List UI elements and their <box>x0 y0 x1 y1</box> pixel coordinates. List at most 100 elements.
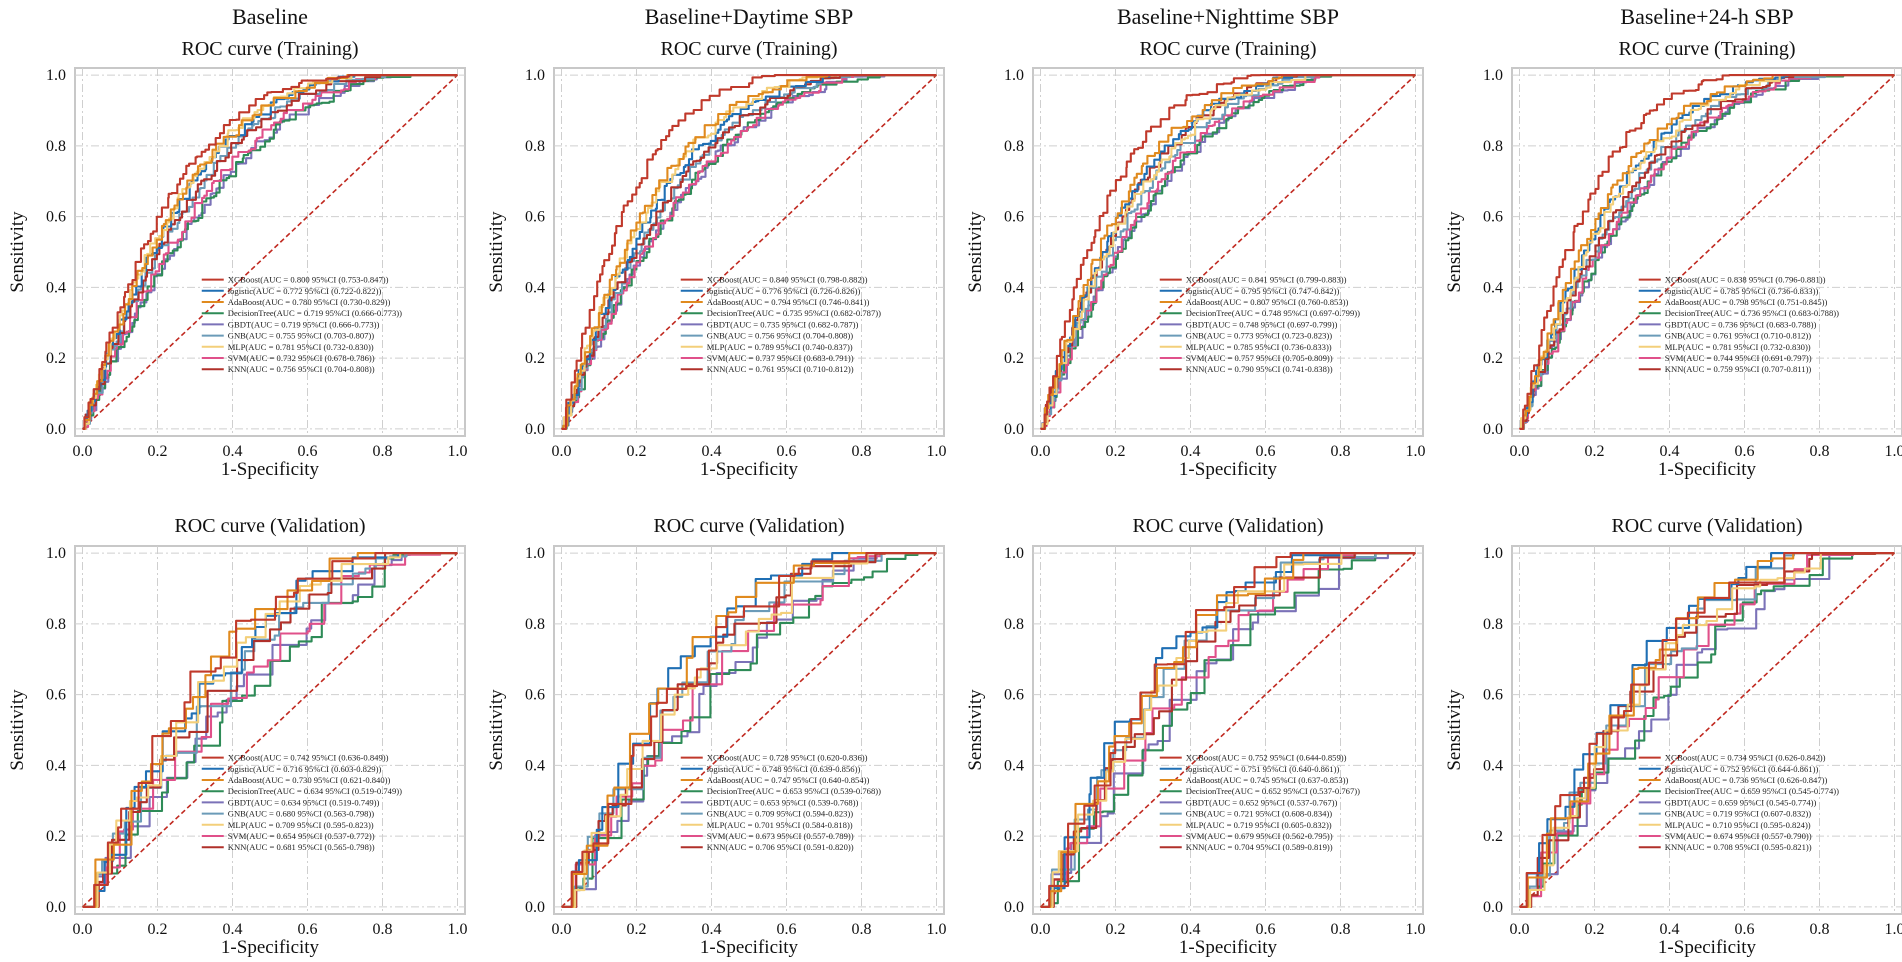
legend-entry-xgboost: XGBoost(AUC = 0.840 95%CI (0.798-0.882)) <box>707 275 868 285</box>
legend-entry-mlp: MLP(AUC = 0.710 95%CI (0.595-0.824)) <box>1665 820 1811 830</box>
legend-entry-mlp: MLP(AUC = 0.701 95%CI (0.584-0.818)) <box>707 820 853 830</box>
y-axis-label: Sensitivity <box>965 689 986 771</box>
legend-entry-xgboost: XGBoost(AUC = 0.838 95%CI (0.796-0.881)) <box>1665 275 1826 285</box>
roc-curve-knn <box>82 552 458 908</box>
y-tick-label: 0.0 <box>46 899 66 916</box>
panel-title: ROC curve (Training) <box>1139 38 1316 60</box>
legend-entry-logistic: logistic(AUC = 0.751 95%CI (0.640-0.861)… <box>1186 764 1340 774</box>
legend-entry-xgboost: XGBoost(AUC = 0.728 95%CI (0.620-0.836)) <box>707 753 868 763</box>
x-tick-label: 0.0 <box>552 921 572 938</box>
legend-entry-xgboost: XGBoost(AUC = 0.734 95%CI (0.626-0.842)) <box>1665 753 1826 763</box>
roc-curve-xgboost <box>1040 74 1416 430</box>
x-tick-label: 0.6 <box>1256 921 1276 938</box>
legend-entry-gbdt: GBDT(AUC = 0.736 95%CI (0.683-0.788)) <box>1665 319 1817 329</box>
y-tick-label: 0.2 <box>1004 350 1024 367</box>
legend-entry-decisiontree: DecisionTree(AUC = 0.634 95%CI (0.519-0.… <box>228 786 402 796</box>
legend-entry-xgboost: XGBoost(AUC = 0.800 95%CI (0.753-0.847)) <box>228 275 389 285</box>
y-tick-label: 0.2 <box>46 828 66 845</box>
legend-entry-svm: SVM(AUC = 0.674 95%CI (0.557-0.790)) <box>1665 831 1812 841</box>
y-axis-label: Sensitivity <box>7 211 28 293</box>
legend-entry-gbdt: GBDT(AUC = 0.719 95%CI (0.666-0.773)) <box>228 319 380 329</box>
legend-entry-decisiontree: DecisionTree(AUC = 0.748 95%CI (0.697-0.… <box>1186 308 1360 318</box>
legend-entry-gbdt: GBDT(AUC = 0.653 95%CI (0.539-0.768)) <box>707 797 859 807</box>
x-tick-label: 0.4 <box>223 443 243 460</box>
x-tick-label: 0.8 <box>1810 921 1830 938</box>
x-tick-label: 0.2 <box>1585 443 1605 460</box>
y-tick-label: 0.0 <box>46 421 66 438</box>
legend: XGBoost(AUC = 0.840 95%CI (0.798-0.882))… <box>680 275 881 374</box>
x-tick-label: 0.2 <box>1106 921 1126 938</box>
roc-curve-decisiontree <box>561 552 937 908</box>
panel-title: ROC curve (Validation) <box>174 515 365 537</box>
legend-entry-mlp: MLP(AUC = 0.781 95%CI (0.732-0.830)) <box>228 342 374 352</box>
y-tick-label: 0.8 <box>1004 138 1024 155</box>
roc-curve-xgboost <box>1519 552 1895 908</box>
x-tick-label: 0.0 <box>1510 443 1530 460</box>
x-tick-label: 0.8 <box>373 921 393 938</box>
legend-entry-gbdt: GBDT(AUC = 0.659 95%CI (0.545-0.774)) <box>1665 797 1817 807</box>
x-tick-label: 0.0 <box>1510 921 1530 938</box>
chance-line <box>560 74 938 430</box>
panel-0-1: ROC curve (Training) 0.0 0.2 0.4 0.6 0.8 1.0 0.… <box>486 38 947 480</box>
column-title-2: Baseline+Nighttime SBP <box>1117 4 1339 29</box>
legend-entry-adaboost: AdaBoost(AUC = 0.798 95%CI (0.751-0.845)… <box>1665 297 1828 307</box>
y-tick-label: 0.8 <box>1004 616 1024 633</box>
x-axis-label: 1-Specificity <box>700 937 799 958</box>
legend-entry-logistic: logistic(AUC = 0.752 95%CI (0.644-0.861)… <box>1665 764 1819 774</box>
x-tick-label: 1.0 <box>1406 443 1426 460</box>
y-tick-label: 0.4 <box>1483 279 1503 296</box>
x-tick-label: 0.4 <box>702 921 722 938</box>
legend-entry-knn: KNN(AUC = 0.708 95%CI (0.595-0.821)) <box>1665 842 1812 852</box>
roc-curve-mlp <box>82 552 458 908</box>
x-tick-label: 0.6 <box>298 443 318 460</box>
y-tick-label: 0.4 <box>46 279 66 296</box>
chance-line <box>1518 74 1896 430</box>
x-tick-label: 0.6 <box>1735 443 1755 460</box>
x-tick-label: 0.4 <box>223 921 243 938</box>
legend-entry-adaboost: AdaBoost(AUC = 0.736 95%CI (0.626-0.847)… <box>1665 775 1828 785</box>
y-tick-label: 0.4 <box>1483 757 1503 774</box>
x-tick-label: 1.0 <box>1406 921 1426 938</box>
legend-entry-svm: SVM(AUC = 0.654 95%CI (0.537-0.772)) <box>228 831 375 841</box>
legend-entry-knn: KNN(AUC = 0.756 95%CI (0.704-0.808)) <box>228 364 375 374</box>
legend-entry-svm: SVM(AUC = 0.732 95%CI (0.678-0.786)) <box>228 353 375 363</box>
panel-0-2: ROC curve (Training) 0.0 0.2 0.4 0.6 0.8 1.0 0.… <box>965 38 1426 480</box>
y-tick-label: 0.4 <box>525 757 545 774</box>
y-axis-label: Sensitivity <box>7 689 28 771</box>
y-tick-label: 0.8 <box>525 138 545 155</box>
y-tick-label: 1.0 <box>525 67 545 84</box>
roc-curve-xgboost <box>561 74 937 430</box>
y-tick-label: 0.6 <box>1483 687 1503 704</box>
chance-line <box>1039 74 1417 430</box>
x-tick-label: 0.4 <box>1660 443 1680 460</box>
x-tick-label: 0.8 <box>852 443 872 460</box>
x-tick-label: 0.4 <box>702 443 722 460</box>
y-tick-label: 0.0 <box>1004 899 1024 916</box>
legend: XGBoost(AUC = 0.752 95%CI (0.644-0.859))… <box>1159 753 1360 852</box>
y-tick-label: 0.8 <box>46 138 66 155</box>
roc-curve-xgboost <box>82 552 458 908</box>
legend-entry-knn: KNN(AUC = 0.790 95%CI (0.741-0.838)) <box>1186 364 1333 374</box>
y-tick-label: 1.0 <box>1483 67 1503 84</box>
legend-entry-xgboost: XGBoost(AUC = 0.752 95%CI (0.644-0.859)) <box>1186 753 1347 763</box>
y-tick-label: 1.0 <box>46 545 66 562</box>
x-tick-label: 0.6 <box>777 921 797 938</box>
y-tick-label: 0.2 <box>1483 828 1503 845</box>
legend-entry-adaboost: AdaBoost(AUC = 0.780 95%CI (0.730-0.829)… <box>228 297 391 307</box>
y-tick-label: 1.0 <box>46 67 66 84</box>
panel-title: ROC curve (Training) <box>1618 38 1795 60</box>
y-tick-label: 0.6 <box>525 687 545 704</box>
x-tick-label: 0.2 <box>627 921 647 938</box>
legend-entry-adaboost: AdaBoost(AUC = 0.807 95%CI (0.760-0.853)… <box>1186 297 1349 307</box>
column-title-3: Baseline+24-h SBP <box>1620 4 1793 29</box>
roc-curve-logistic <box>561 552 937 908</box>
x-tick-label: 0.2 <box>148 921 168 938</box>
legend: XGBoost(AUC = 0.734 95%CI (0.626-0.842))… <box>1638 753 1839 852</box>
x-tick-label: 0.0 <box>73 921 93 938</box>
chance-line <box>81 74 459 430</box>
x-tick-label: 0.0 <box>1031 921 1051 938</box>
chance-line <box>1518 552 1896 908</box>
legend-entry-knn: KNN(AUC = 0.759 95%CI (0.707-0.811)) <box>1665 364 1812 374</box>
roc-curve-xgboost <box>1519 74 1895 430</box>
